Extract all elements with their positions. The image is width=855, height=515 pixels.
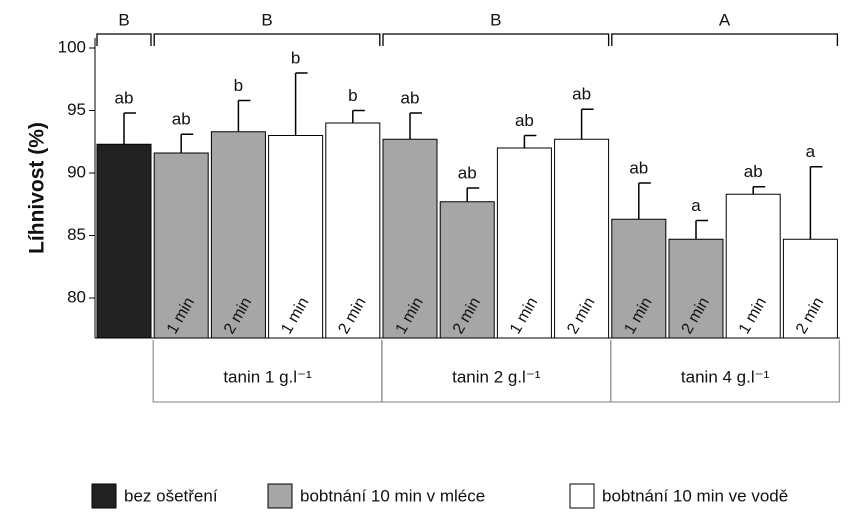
significance-letter: ab (629, 158, 648, 177)
significance-letter: ab (172, 110, 191, 129)
legend-swatch (91, 483, 117, 509)
bar (96, 143, 152, 339)
group-letter: A (719, 10, 731, 29)
y-tick-label: 80 (67, 287, 86, 306)
group-label: tanin 4 g.l⁻¹ (681, 367, 770, 386)
significance-letter: ab (572, 85, 591, 104)
bar (496, 147, 552, 339)
bar (554, 138, 610, 339)
significance-letter: ab (515, 111, 534, 130)
significance-letter: b (291, 48, 300, 67)
group-bracket (382, 33, 610, 46)
bar (210, 131, 266, 339)
bar (668, 238, 724, 339)
y-axis-title: Líhnivost (%) (26, 122, 49, 254)
group-letter: B (261, 10, 272, 29)
group-letter: B (490, 10, 501, 29)
bar (725, 193, 781, 339)
significance-letter: ab (744, 162, 763, 181)
significance-letter: ab (401, 88, 420, 107)
legend-swatch (569, 483, 595, 509)
y-tick-label: 100 (58, 37, 86, 56)
group-label: tanin 1 g.l⁻¹ (223, 367, 312, 386)
y-tick-label: 85 (67, 225, 86, 244)
significance-letter: b (234, 76, 243, 95)
significance-letter: a (691, 196, 701, 215)
group-bracket (96, 33, 152, 46)
legend-label: bobtnání 10 min v mléce (300, 486, 485, 505)
legend-swatch (267, 483, 293, 509)
group-bracket (153, 33, 381, 46)
group-letter: B (118, 10, 129, 29)
legend-label: bez ošetření (124, 486, 218, 505)
significance-letter: ab (115, 88, 134, 107)
bar (268, 135, 324, 339)
y-tick-label: 90 (67, 162, 86, 181)
y-tick-label: 95 (67, 100, 86, 119)
bar (439, 201, 495, 339)
group-box (610, 340, 841, 403)
significance-letter: ab (458, 163, 477, 182)
significance-letter: b (348, 86, 357, 105)
group-bracket (611, 33, 839, 46)
legend-label: bobtnání 10 min ve vodě (602, 486, 788, 505)
bar (153, 152, 209, 339)
group-label: tanin 2 g.l⁻¹ (452, 367, 541, 386)
bar (382, 138, 438, 339)
significance-letter: a (806, 142, 816, 161)
bar (782, 238, 838, 339)
